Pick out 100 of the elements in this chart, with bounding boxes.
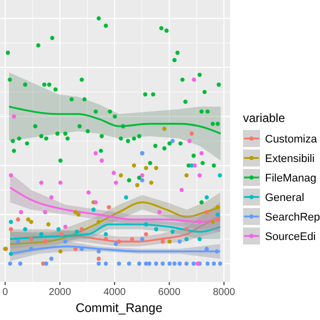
- point: [132, 163, 136, 168]
- point: [135, 183, 140, 188]
- point: [170, 138, 175, 144]
- point: [205, 262, 210, 266]
- point: [144, 232, 148, 236]
- point: [187, 138, 192, 144]
- point: [94, 151, 98, 156]
- point: [199, 151, 204, 156]
- point: [8, 252, 14, 256]
- point: [96, 262, 101, 266]
- point: [198, 173, 202, 178]
- point: [210, 220, 215, 224]
- point: [112, 170, 116, 175]
- point: [73, 246, 78, 251]
- point: [46, 222, 51, 226]
- point: [16, 217, 20, 222]
- point: [116, 262, 122, 266]
- point: [212, 262, 216, 266]
- point: [29, 220, 34, 224]
- point: [16, 239, 20, 244]
- point: [160, 262, 165, 266]
- x-tick-label: 4000: [103, 287, 126, 298]
- point: [184, 262, 189, 266]
- point: [76, 212, 81, 217]
- point: [114, 242, 118, 246]
- point: [140, 173, 144, 178]
- x-tick-label: 8000: [212, 287, 236, 298]
- point: [56, 227, 61, 232]
- point: [160, 239, 165, 244]
- point: [106, 205, 111, 210]
- point: [144, 222, 148, 226]
- legend-label: FileManag: [265, 172, 316, 184]
- point: [192, 262, 196, 266]
- point: [204, 210, 209, 214]
- point: [214, 249, 219, 254]
- point: [167, 262, 172, 266]
- point: [172, 262, 177, 266]
- point: [104, 236, 108, 242]
- point: [18, 210, 24, 214]
- point: [29, 246, 34, 251]
- point: [49, 256, 54, 261]
- point: [137, 262, 142, 266]
- point: [43, 239, 48, 244]
- point: [63, 224, 68, 229]
- x-tick-label: 6000: [158, 287, 181, 298]
- point: [80, 227, 84, 232]
- point: [8, 173, 14, 178]
- point: [126, 262, 132, 266]
- legend-label: Extensibili: [265, 153, 315, 165]
- point: [104, 232, 108, 236]
- point: [86, 190, 91, 195]
- point: [198, 236, 202, 242]
- point: [154, 166, 158, 170]
- point: [94, 200, 98, 204]
- point: [100, 158, 104, 163]
- point: [144, 166, 148, 170]
- legend-label: SourceEdi: [265, 231, 316, 243]
- point: [58, 180, 63, 185]
- point: [118, 173, 123, 178]
- point: [96, 249, 101, 254]
- point: [190, 132, 194, 136]
- point: [149, 180, 154, 185]
- point: [157, 210, 162, 214]
- legend-label: SearchRep: [265, 212, 320, 224]
- point: [154, 227, 158, 232]
- point: [63, 239, 68, 244]
- x-tick-label: 0: [2, 287, 8, 298]
- point: [178, 239, 182, 244]
- point: [73, 210, 78, 214]
- legend-title: variable: [243, 111, 286, 125]
- point: [39, 180, 44, 185]
- point: [192, 78, 196, 82]
- point: [140, 236, 144, 242]
- point: [18, 262, 22, 266]
- point: [44, 262, 48, 266]
- point: [49, 195, 54, 200]
- point: [218, 173, 222, 178]
- point: [170, 230, 175, 234]
- point: [178, 262, 182, 266]
- point: [58, 249, 63, 254]
- point: [216, 212, 220, 217]
- point: [218, 262, 222, 266]
- point: [39, 232, 44, 236]
- point: [179, 188, 184, 192]
- point: [29, 236, 34, 242]
- point: [116, 239, 122, 244]
- point: [192, 163, 197, 168]
- x-tick-label: 2000: [48, 287, 72, 298]
- point: [184, 173, 189, 178]
- point: [8, 262, 12, 266]
- point: [147, 262, 152, 266]
- point: [8, 227, 14, 232]
- point: [23, 227, 28, 232]
- point: [74, 230, 79, 234]
- point: [96, 256, 101, 261]
- point: [96, 220, 101, 224]
- point: [43, 210, 48, 214]
- point: [8, 220, 14, 224]
- point: [140, 178, 144, 182]
- point: [184, 227, 189, 232]
